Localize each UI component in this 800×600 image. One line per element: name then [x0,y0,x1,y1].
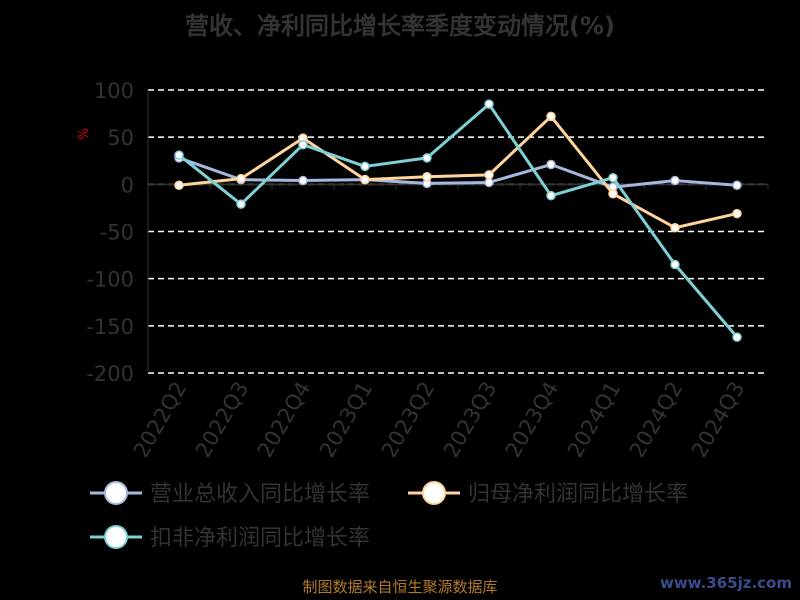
data-point[interactable] [671,224,679,232]
x-tick-label: 2023Q1 [315,378,377,462]
data-point[interactable] [423,173,431,181]
legend-marker [105,482,127,504]
data-point[interactable] [485,171,493,179]
data-point[interactable] [299,177,307,185]
y-tick-label: -50 [100,221,134,245]
legend-label: 归母净利润同比增长率 [468,482,688,507]
y-tick-label: 0 [121,173,134,197]
data-point[interactable] [237,200,245,208]
y-tick-label: -200 [86,362,134,386]
y-tick-label: -150 [86,315,134,339]
series-line [179,116,737,227]
data-point[interactable] [485,100,493,108]
data-point[interactable] [733,210,741,218]
legend-marker [423,482,445,504]
x-tick-label: 2022Q2 [129,378,191,462]
x-tick-label: 2022Q4 [253,378,315,462]
data-point[interactable] [237,175,245,183]
x-tick-label: 2023Q3 [439,378,501,462]
x-tick-label: 2024Q1 [563,378,625,462]
data-point[interactable] [175,151,183,159]
series-lines [175,100,741,341]
data-point[interactable] [671,261,679,269]
data-point[interactable] [733,333,741,341]
legend-item[interactable]: 扣非净利润同比增长率 [90,526,370,551]
x-tick-label: 2023Q2 [377,378,439,462]
data-point[interactable] [361,162,369,170]
legend-label: 营业总收入同比增长率 [150,482,370,507]
legend-label: 扣非净利润同比增长率 [150,526,370,551]
y-axis-label: % [77,128,92,140]
x-tick-label: 2023Q4 [501,378,563,462]
x-tick-label: 2024Q3 [687,378,749,462]
data-point[interactable] [609,174,617,182]
legend-item[interactable]: 营业总收入同比增长率 [90,482,370,507]
legend-item[interactable]: 归母净利润同比增长率 [408,482,688,507]
data-point[interactable] [733,181,741,189]
legend-marker [105,526,127,548]
series-line [179,104,737,337]
data-point[interactable] [361,176,369,184]
chart-title: 营收、净利同比增长率季度变动情况(%) [185,12,615,40]
x-tick-label: 2022Q3 [191,378,253,462]
data-point[interactable] [423,154,431,162]
y-tick-label: -100 [86,268,134,292]
watermark: www.365jz.com [660,574,792,592]
y-tick-label: 50 [107,126,134,150]
data-point[interactable] [547,192,555,200]
x-tick-label: 2024Q2 [625,378,687,462]
data-point[interactable] [609,190,617,198]
data-point[interactable] [299,141,307,149]
data-point[interactable] [175,181,183,189]
data-point[interactable] [671,177,679,185]
y-tick-label: 100 [94,79,134,103]
data-point[interactable] [547,112,555,120]
data-point[interactable] [547,161,555,169]
